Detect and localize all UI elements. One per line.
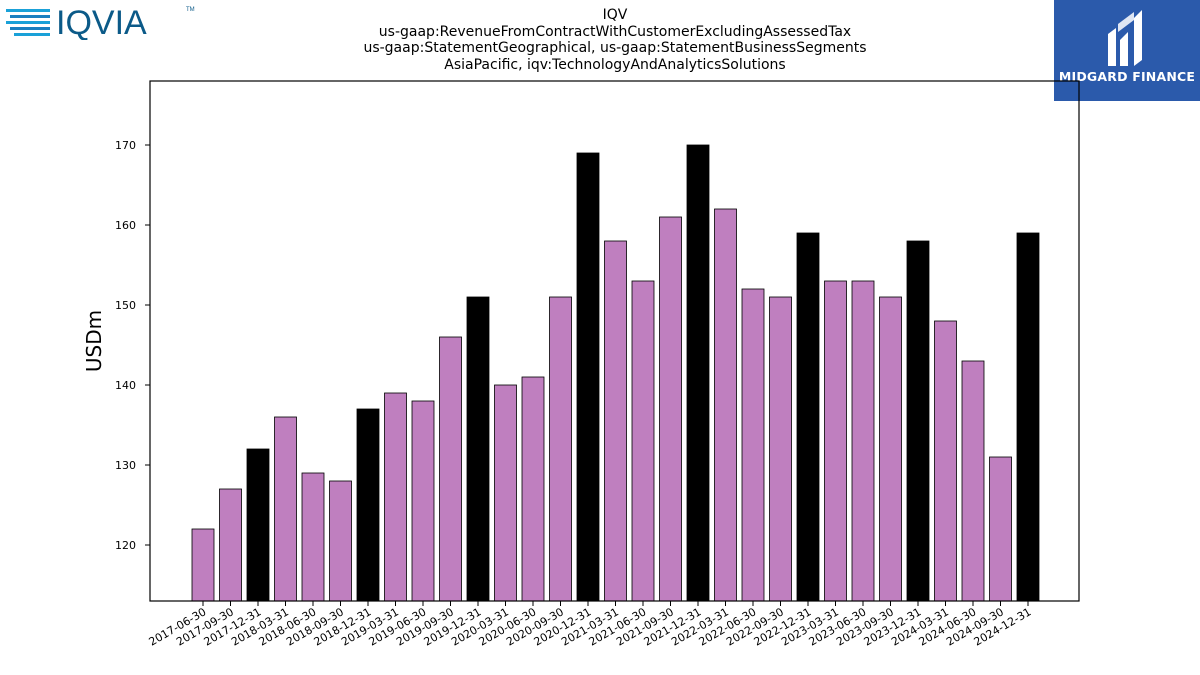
y-axis: 120 130 140 150 160 170: [115, 139, 150, 552]
bar-2022-03-31: [714, 208, 737, 602]
y-tick-label: 130: [115, 459, 136, 472]
bar-2018-06-30: [301, 472, 325, 602]
bars-group: [191, 144, 1040, 602]
iqvia-logo: IQVIA TM: [4, 4, 204, 42]
title-members: AsiaPacific, iqv:TechnologyAndAnalyticsS…: [444, 56, 786, 73]
bar-2021-06-30: [631, 280, 655, 602]
y-tick-label: 160: [115, 219, 136, 232]
bar-2018-09-30: [329, 480, 352, 602]
bar-2024-03-31: [934, 320, 957, 602]
bar-2023-03-31: [824, 280, 847, 602]
title-axes: us-gaap:StatementGeographical, us-gaap:S…: [363, 40, 867, 56]
iqvia-wordmark: IQVIA: [56, 4, 147, 40]
bar-2020-12-31: [576, 152, 600, 602]
bar-2021-12-31: [686, 144, 710, 602]
y-tick-label: 170: [115, 139, 136, 152]
bar-2019-09-30: [439, 336, 462, 602]
bar-2023-06-30: [851, 280, 875, 602]
bar-2018-12-31: [356, 408, 380, 602]
title-concept: us-gaap:RevenueFromContractWithCustomerE…: [378, 23, 852, 40]
plot-frame: [149, 80, 1080, 602]
bar-2020-09-30: [549, 296, 572, 602]
midgard-wordmark: MIDGARD FINANCE: [1058, 69, 1196, 84]
midgard-mark-icon: [1108, 10, 1142, 66]
bar-2019-03-31: [384, 392, 407, 602]
bar-2024-09-30: [989, 456, 1012, 602]
bar-2021-03-31: [604, 240, 627, 602]
title-company: IQV: [602, 7, 628, 23]
chart-title: IQV us-gaap:RevenueFromContractWithCusto…: [300, 7, 930, 73]
bar-2021-09-30: [659, 216, 682, 602]
bar-2022-12-31: [796, 232, 820, 602]
trademark-mark: TM: [186, 7, 195, 13]
bar-2019-12-31: [466, 296, 490, 602]
bar-2023-12-31: [906, 240, 930, 602]
y-tick-label: 140: [115, 379, 136, 392]
bar-2022-09-30: [769, 296, 792, 602]
bar-2024-12-31: [1016, 232, 1040, 602]
bar-2017-09-30: [219, 488, 242, 602]
bar-2023-09-30: [879, 296, 902, 602]
bar-2017-12-31: [246, 448, 270, 602]
bar-2019-06-30: [411, 400, 435, 602]
stripes-icon: [6, 9, 50, 36]
bar-2020-03-31: [494, 384, 517, 602]
y-tick-label: 150: [115, 299, 136, 312]
x-axis: 2017-06-302017-09-302017-12-312018-03-31…: [147, 601, 1034, 649]
y-axis-label: USDm: [82, 310, 106, 372]
bar-2020-06-30: [521, 376, 545, 602]
y-tick-label: 120: [115, 539, 136, 552]
bar-2017-06-30: [191, 528, 215, 602]
bar-2018-03-31: [274, 416, 297, 602]
bar-2024-06-30: [961, 360, 985, 602]
bar-2022-06-30: [741, 288, 765, 602]
midgard-finance-logo: MIDGARD FINANCE: [1054, 0, 1200, 101]
